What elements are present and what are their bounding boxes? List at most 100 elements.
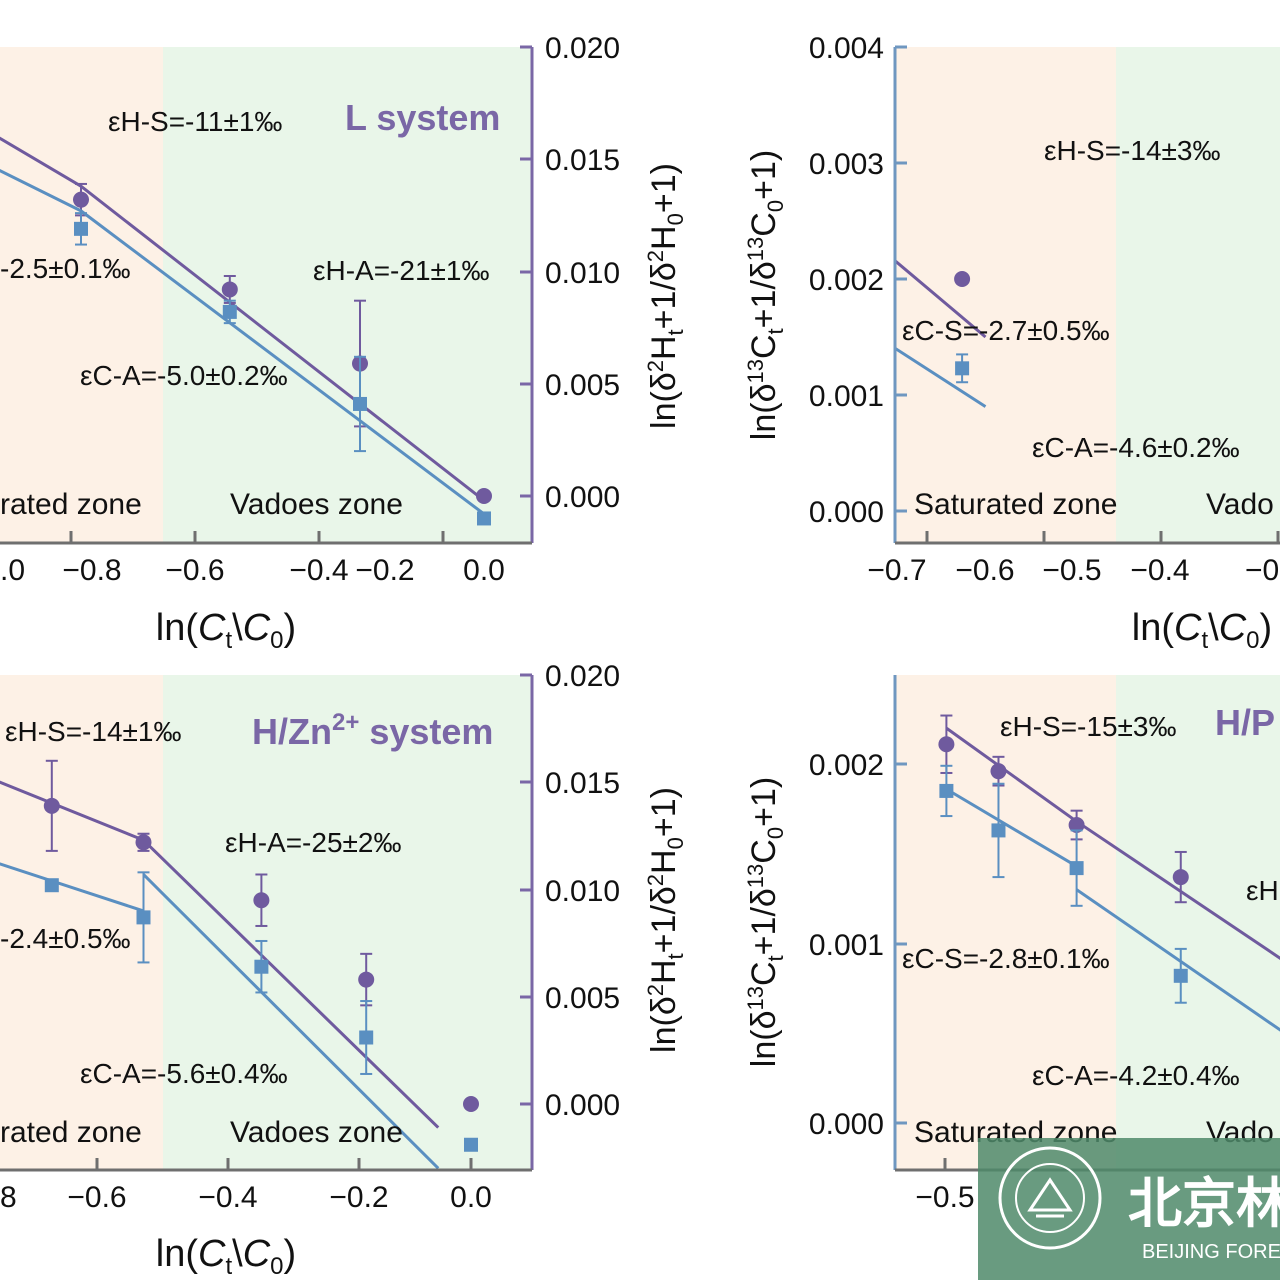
data-point-h [73,191,89,208]
x-ticks: 8 −0.6 −0.4 −0.2 0.0 [0,1158,492,1214]
y-tick-label: 0.015 [545,144,620,177]
y-tick-label: 0.000 [545,1089,620,1122]
data-point-c [1173,968,1188,983]
data-point-c [955,361,970,376]
data-point-h [650,143,666,159]
y-tick-label: 0.003 [809,148,884,181]
annotation-c-saturated: -2.4±0.5‰ [0,923,131,954]
left-y-axis-title: ln(δ13Ct+1/δ13C0+1) [743,777,788,1067]
fit-line [142,873,440,1170]
annotation-h-saturated: εH-S=-14±3‰ [1044,135,1220,166]
fit-line [0,168,82,213]
university-watermark: 北京林 BEIJING FORE [978,1138,1280,1280]
vadose-zone-bg [1116,47,1280,543]
annotation-c-vadose: εC-A=-5.6±0.4‰ [80,1058,288,1089]
left-y-ticks: 0.002 0.001 0.000 [809,749,907,1141]
data-point-h [358,971,375,988]
data-point-c [991,823,1006,838]
x-axis-title: ln(Ct\C0) [156,607,296,654]
left-y-ticks: 0.004 0.003 0.002 0.001 0.000 [809,32,907,529]
vadose-zone-label: Vadoes zone [230,1116,403,1149]
data-point-c [464,1137,478,1152]
annotation-c-vadose: εC-A=-4.2±0.4‰ [1032,1060,1240,1091]
data-point-h [221,281,238,298]
y-tick-label: 0.005 [545,369,620,402]
y-tick-label: 0.002 [809,264,884,297]
annotation-h-vadose: εH-A=-21±1‰ [313,255,489,286]
vadose-zone-bg [163,675,532,1170]
y-tick-label: 0.001 [809,929,884,962]
right-y-ticks: 0.020 0.015 0.010 0.005 0.000 [520,32,620,514]
annotation-h-vadose: εH [1246,875,1279,906]
x-tick-label: −0.5 [1042,554,1101,587]
data-point-c [939,783,954,798]
data-point-h [135,834,152,851]
y-tick-label: 0.015 [545,767,620,800]
data-point-h [938,736,955,753]
y-tick-label: 0.020 [545,660,620,693]
vadose-zone-bg [1116,675,1280,1170]
y-tick-label: 0.010 [545,257,620,290]
data-point-h [476,488,492,504]
vadose-zone-label: Vado [1206,488,1274,521]
right-y-ticks: 0.020 0.015 0.010 0.005 0.000 [520,660,620,1122]
data-point-c [74,221,88,236]
data-point-c [569,205,583,219]
y-tick-label: 0.001 [809,380,884,413]
data-point-c [222,304,237,319]
x-tick-label: −0.8 [62,554,121,587]
data-point-h [990,763,1007,780]
saturated-zone-bg [0,47,163,543]
panel-h-zn-system: 0.020 0.015 0.010 0.005 0.000 8 −0.6 −0.… [0,660,688,1280]
panel-top-right: 0.004 0.003 0.002 0.001 0.000 −0.7 −0.6 … [569,32,1280,654]
data-point-h [463,1096,479,1112]
x-tick-label: 0.0 [463,554,505,587]
watermark-background [978,1138,1280,1280]
data-point-h [1172,869,1189,886]
fit-line [142,839,440,1129]
x-tick-label: −0.3 [1245,554,1280,587]
data-point-c [477,511,491,526]
x-axis-title: ln(Ct\C0) [156,1233,296,1280]
data-point-h [790,206,806,222]
data-point-c [353,396,367,411]
annotation-h-saturated: εH-S=-11±1‰ [108,106,282,137]
data-point-h [43,797,60,814]
fit-line [0,780,145,842]
fit-line [0,136,82,188]
y-tick-label: 0.005 [545,982,620,1015]
x-ticks: −0.5 [915,1158,975,1214]
watermark-wordmark-sub: BEIJING FORE [1142,1241,1280,1263]
annotation-c-vadose: εC-A=-5.0±0.2‰ [80,360,288,391]
panel-l-system: 0.020 0.015 0.010 0.005 0.000 .0 −0.8 −0… [0,32,688,654]
x-tick-label: −0.2 [329,1181,388,1214]
annotation-c-vadose: εC-A=-4.6±0.2‰ [1032,432,1240,463]
y-tick-label: 0.004 [809,32,884,65]
x-tick-label: −0.6 [67,1181,126,1214]
left-y-axis-title: ln(δ13Ct+1/δ13C0+1) [743,150,788,440]
x-tick-label: .0 [0,554,25,587]
x-tick-label: 0.0 [450,1181,492,1214]
annotation-h-saturated: εH-S=-15±3‰ [1000,711,1176,742]
data-point-c [44,878,59,893]
x-tick-label: 8 [0,1181,17,1214]
saturated-zone-label: rated zone [0,488,142,521]
plot-area [0,759,479,1170]
x-tick-label: −0.4 [289,554,348,587]
x-tick-label: −0.5 [915,1181,974,1214]
y-tick-label: 0.000 [809,496,884,529]
fit-line [945,726,1078,823]
saturated-zone-bg [0,675,163,1170]
x-tick-label: −0.6 [955,554,1014,587]
fit-line [895,258,987,339]
annotation-h-vadose: εH-A=-25±2‰ [225,827,401,858]
x-tick-label: −0.4 [198,1181,257,1214]
panel-h-p-system: 0.002 0.001 0.000 −0.5 εH-S=-15±3‰ εH εC… [743,675,1280,1214]
x-tick-label: −0.2 [355,554,414,587]
fit-line [945,787,1078,868]
annotation-c-saturated: εC-S=-2.8±0.1‰ [902,943,1110,974]
data-point-c [359,1030,374,1045]
fit-line [80,185,485,502]
right-y-axis-title: ln(δ2Ht+1/δ2H0+1) [643,163,688,429]
data-point-c [136,910,151,925]
